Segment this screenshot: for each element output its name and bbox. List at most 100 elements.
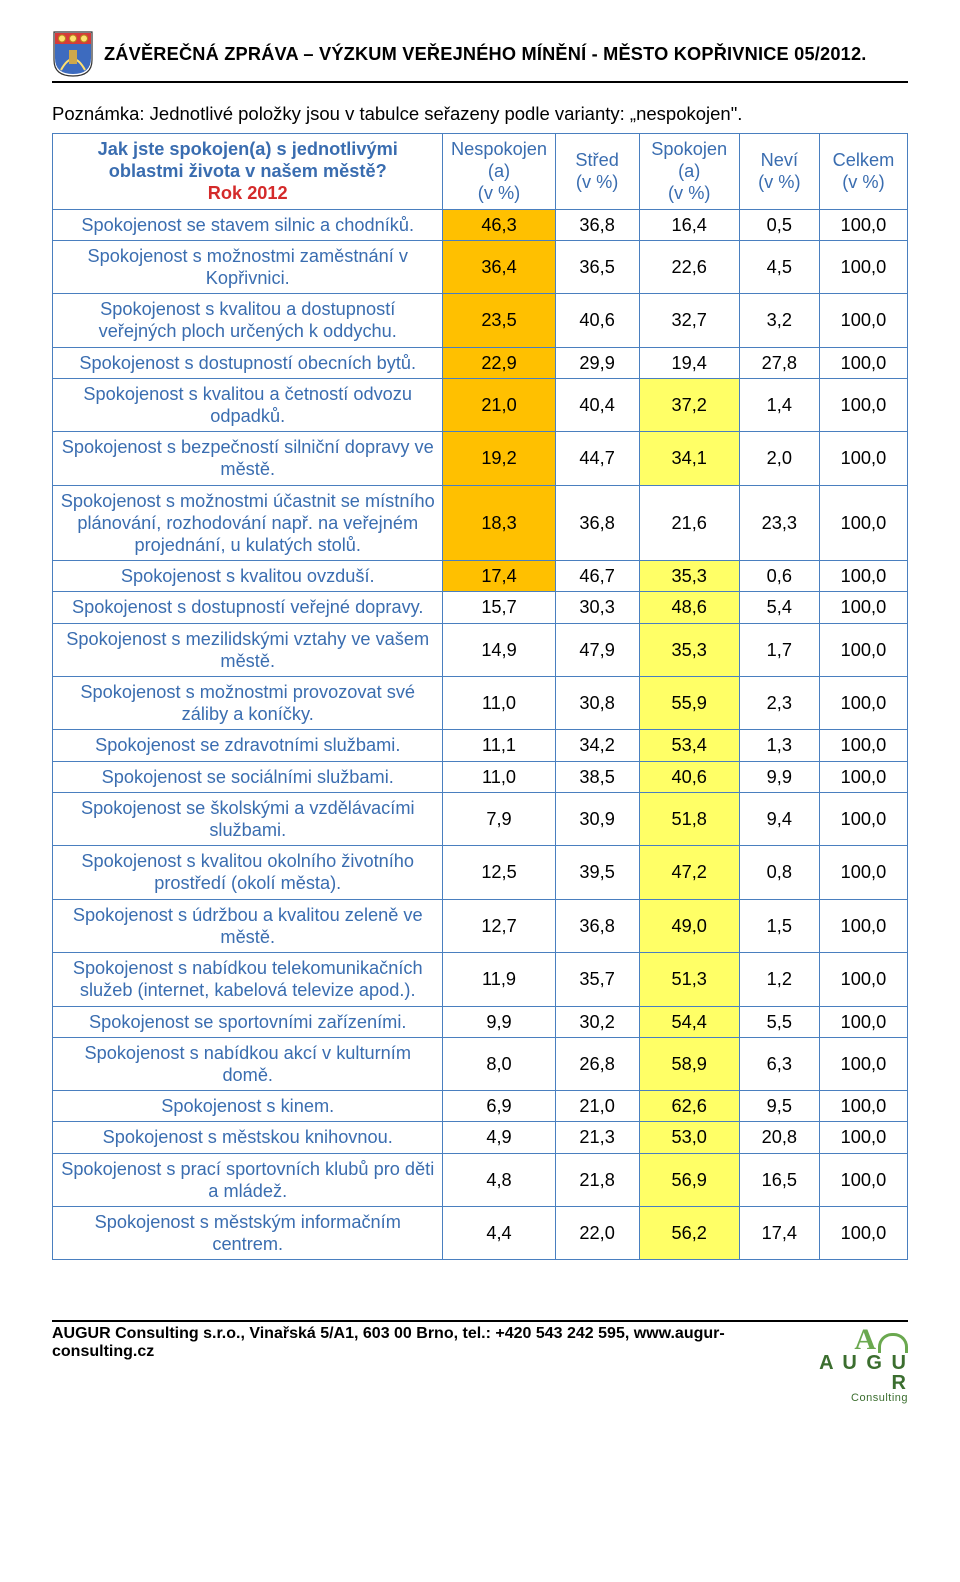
cell-value: 100,0 <box>819 378 907 431</box>
row-label: Spokojenost s dostupností veřejné doprav… <box>53 592 443 623</box>
cell-value: 100,0 <box>819 240 907 293</box>
cell-value: 12,5 <box>443 846 555 899</box>
footer-text: AUGUR Consulting s.r.o., Vinařská 5/A1, … <box>52 1325 799 1361</box>
cell-value: 15,7 <box>443 592 555 623</box>
row-label: Spokojenost s bezpečností silniční dopra… <box>53 432 443 485</box>
table-row: Spokojenost se stavem silnic a chodníků.… <box>53 209 908 240</box>
cell-value: 100,0 <box>819 953 907 1006</box>
table-row: Spokojenost s nabídkou akcí v kulturním … <box>53 1037 908 1090</box>
cell-value: 0,8 <box>739 846 819 899</box>
cell-value: 14,9 <box>443 623 555 676</box>
table-row: Spokojenost s kvalitou ovzduší.17,446,73… <box>53 561 908 592</box>
cell-value: 37,2 <box>639 378 739 431</box>
cell-value: 9,9 <box>739 761 819 792</box>
cell-value: 100,0 <box>819 347 907 378</box>
row-label: Spokojenost se stavem silnic a chodníků. <box>53 209 443 240</box>
row-label: Spokojenost s možnostmi provozovat své z… <box>53 677 443 730</box>
cell-value: 100,0 <box>819 623 907 676</box>
cell-value: 44,7 <box>555 432 639 485</box>
cell-value: 23,3 <box>739 485 819 561</box>
logo-word: A U G U R <box>799 1353 908 1393</box>
table-row: Spokojenost s městským informačním centr… <box>53 1206 908 1259</box>
cell-value: 32,7 <box>639 294 739 347</box>
cell-value: 1,5 <box>739 899 819 952</box>
cell-value: 40,6 <box>555 294 639 347</box>
col-header-4: Neví(v %) <box>739 134 819 210</box>
cell-value: 1,3 <box>739 730 819 761</box>
cell-value: 51,3 <box>639 953 739 1006</box>
row-label: Spokojenost s městskou knihovnou. <box>53 1122 443 1153</box>
table-row: Spokojenost s mezilidskými vztahy ve vaš… <box>53 623 908 676</box>
cell-value: 21,6 <box>639 485 739 561</box>
cell-value: 51,8 <box>639 792 739 845</box>
cell-value: 30,9 <box>555 792 639 845</box>
note-text: Poznámka: Jednotlivé položky jsou v tabu… <box>52 103 908 125</box>
cell-value: 9,9 <box>443 1006 555 1037</box>
cell-value: 21,0 <box>555 1091 639 1122</box>
table-row: Spokojenost se zdravotními službami.11,1… <box>53 730 908 761</box>
cell-value: 4,5 <box>739 240 819 293</box>
cell-value: 46,3 <box>443 209 555 240</box>
cell-value: 49,0 <box>639 899 739 952</box>
table-row: Spokojenost s kinem.6,921,062,69,5100,0 <box>53 1091 908 1122</box>
col-header-2: Střed(v %) <box>555 134 639 210</box>
cell-value: 4,4 <box>443 1206 555 1259</box>
cell-value: 1,7 <box>739 623 819 676</box>
row-label: Spokojenost s prací sportovních klubů pr… <box>53 1153 443 1206</box>
row-label: Spokojenost s kvalitou a dostupností veř… <box>53 294 443 347</box>
table-row: Spokojenost se školskými a vzdělávacími … <box>53 792 908 845</box>
cell-value: 11,1 <box>443 730 555 761</box>
row-label: Spokojenost se sociálními službami. <box>53 761 443 792</box>
cell-value: 35,3 <box>639 623 739 676</box>
table-row: Spokojenost s možnostmi účastnit se míst… <box>53 485 908 561</box>
table-row: Spokojenost s možnostmi zaměstnání v Kop… <box>53 240 908 293</box>
cell-value: 4,8 <box>443 1153 555 1206</box>
cell-value: 56,2 <box>639 1206 739 1259</box>
table-row: Spokojenost s kvalitou okolního životníh… <box>53 846 908 899</box>
cell-value: 30,8 <box>555 677 639 730</box>
cell-value: 19,2 <box>443 432 555 485</box>
footer-contact: AUGUR Consulting s.r.o., Vinařská 5/A1, … <box>52 1325 725 1360</box>
row-label: Spokojenost s kvalitou ovzduší. <box>53 561 443 592</box>
cell-value: 16,4 <box>639 209 739 240</box>
cell-value: 5,4 <box>739 592 819 623</box>
table-row: Spokojenost se sportovními zařízeními.9,… <box>53 1006 908 1037</box>
row-label: Spokojenost se zdravotními službami. <box>53 730 443 761</box>
document-header: ZÁVĚREČNÁ ZPRÁVA – VÝZKUM VEŘEJNÉHO MÍNĚ… <box>52 30 908 83</box>
cell-value: 100,0 <box>819 1091 907 1122</box>
cell-value: 11,0 <box>443 761 555 792</box>
cell-value: 30,3 <box>555 592 639 623</box>
col-header-1: Nespokojen(a)(v %) <box>443 134 555 210</box>
logo-sub: Consulting <box>799 1393 908 1404</box>
document-footer: AUGUR Consulting s.r.o., Vinařská 5/A1, … <box>52 1320 908 1404</box>
cell-value: 100,0 <box>819 899 907 952</box>
cell-value: 36,5 <box>555 240 639 293</box>
cell-value: 11,0 <box>443 677 555 730</box>
cell-value: 100,0 <box>819 209 907 240</box>
cell-value: 6,3 <box>739 1037 819 1090</box>
cell-value: 56,9 <box>639 1153 739 1206</box>
city-shield-icon <box>52 30 94 78</box>
row-label: Spokojenost s nabídkou akcí v kulturním … <box>53 1037 443 1090</box>
cell-value: 6,9 <box>443 1091 555 1122</box>
cell-value: 27,8 <box>739 347 819 378</box>
cell-value: 5,5 <box>739 1006 819 1037</box>
cell-value: 22,9 <box>443 347 555 378</box>
cell-value: 100,0 <box>819 761 907 792</box>
cell-value: 53,0 <box>639 1122 739 1153</box>
row-label: Spokojenost s možnostmi zaměstnání v Kop… <box>53 240 443 293</box>
row-label: Spokojenost s možnostmi účastnit se míst… <box>53 485 443 561</box>
table-row: Spokojenost s možnostmi provozovat své z… <box>53 677 908 730</box>
table-row: Spokojenost se sociálními službami.11,03… <box>53 761 908 792</box>
cell-value: 100,0 <box>819 432 907 485</box>
row-label: Spokojenost s nabídkou telekomunikačních… <box>53 953 443 1006</box>
table-row: Spokojenost s kvalitou a dostupností veř… <box>53 294 908 347</box>
cell-value: 17,4 <box>443 561 555 592</box>
cell-value: 29,9 <box>555 347 639 378</box>
cell-value: 100,0 <box>819 677 907 730</box>
cell-value: 26,8 <box>555 1037 639 1090</box>
year-text: Rok 2012 <box>59 182 436 204</box>
table-row: Spokojenost s nabídkou telekomunikačních… <box>53 953 908 1006</box>
cell-value: 11,9 <box>443 953 555 1006</box>
cell-value: 47,9 <box>555 623 639 676</box>
